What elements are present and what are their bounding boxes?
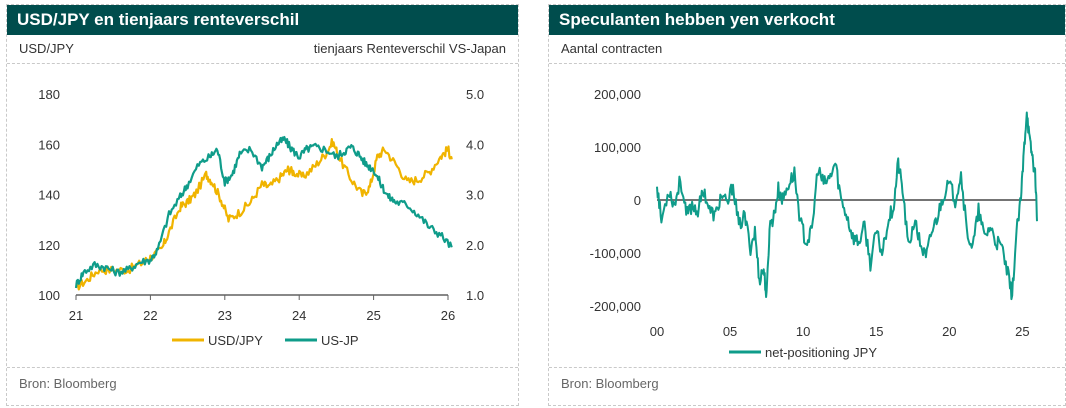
y-tick-label: 0 xyxy=(634,193,641,208)
y-left-tick-label: 100 xyxy=(38,288,60,303)
x-tick-label: 25 xyxy=(1015,324,1029,339)
source-note: Bron: Bloomberg xyxy=(561,376,659,391)
left-axis-label: USD/JPY xyxy=(19,41,74,56)
divider xyxy=(549,63,1065,64)
y-tick-label: -100,000 xyxy=(590,246,641,261)
right-chart-panel: Speculanten hebben yen verkocht Aantal c… xyxy=(548,4,1066,406)
y-left-tick-label: 120 xyxy=(38,238,60,253)
y-left-tick-label: 180 xyxy=(38,87,60,102)
x-tick-label: 21 xyxy=(69,308,83,323)
y-right-tick-label: 4.0 xyxy=(466,137,484,152)
right-axis-labels: Aantal contracten xyxy=(561,41,1053,56)
y-tick-label: -200,000 xyxy=(590,299,641,314)
left-axis-labels: USD/JPY tienjaars Renteverschil VS-Japan xyxy=(19,41,506,56)
series-line-net-positioning-jpy xyxy=(656,111,1038,301)
legend-label: net-positioning JPY xyxy=(765,345,877,360)
y-right-tick-label: 2.0 xyxy=(466,238,484,253)
usdjpy-chart: 100 120 140 160 180 1.0 2.0 3.0 4.0 5.0 21 22 23 24 25… xyxy=(38,87,484,348)
x-tick-label: 22 xyxy=(143,308,157,323)
legend-label: US-JP xyxy=(321,333,359,348)
y-left-tick-label: 140 xyxy=(38,188,60,203)
left-chart-panel: USD/JPY en tienjaars renteverschil USD/J… xyxy=(6,4,519,406)
x-tick-label: 23 xyxy=(218,308,232,323)
series-line-us-jp xyxy=(74,135,453,289)
x-tick-label: 26 xyxy=(441,308,455,323)
y-tick-label: 100,000 xyxy=(594,140,641,155)
x-tick-label: 15 xyxy=(869,324,883,339)
x-tick-label: 05 xyxy=(723,324,737,339)
divider xyxy=(7,367,518,368)
y-tick-label: 200,000 xyxy=(594,87,641,102)
divider xyxy=(7,63,518,64)
y-right-tick-label: 3.0 xyxy=(466,188,484,203)
x-tick-label: 10 xyxy=(796,324,810,339)
series-line-usd-jpy xyxy=(75,138,453,291)
y-left-tick-label: 160 xyxy=(38,137,60,152)
source-note: Bron: Bloomberg xyxy=(19,376,117,391)
right-chart-title: Speculanten hebben yen verkocht xyxy=(549,5,1065,35)
x-tick-label: 00 xyxy=(650,324,664,339)
y-axis-label: Aantal contracten xyxy=(561,41,663,56)
y-right-tick-label: 5.0 xyxy=(466,87,484,102)
x-tick-label: 20 xyxy=(942,324,956,339)
y-right-tick-label: 1.0 xyxy=(466,288,484,303)
net-positioning-chart: -200,000 -100,000 0 100,000 200,000 00 05 10 15 2… xyxy=(590,87,1038,360)
right-axis-label: tienjaars Renteverschil VS-Japan xyxy=(313,41,506,56)
left-chart-title: USD/JPY en tienjaars renteverschil xyxy=(7,5,518,35)
x-tick-label: 24 xyxy=(292,308,306,323)
legend-label: USD/JPY xyxy=(208,333,263,348)
divider xyxy=(549,367,1065,368)
x-tick-label: 25 xyxy=(366,308,380,323)
